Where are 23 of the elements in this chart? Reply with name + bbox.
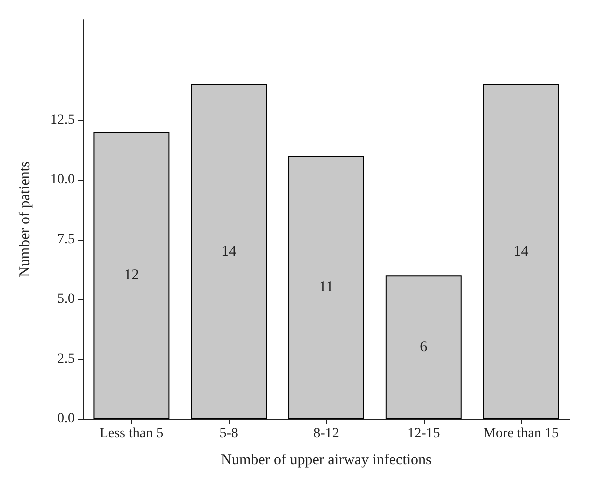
y-tick-label: 0.0 — [58, 412, 75, 426]
x-tick-label: More than 15 — [484, 426, 560, 442]
data-label: 12 — [124, 268, 140, 284]
bar — [94, 132, 170, 419]
x-tick-label: 5-8 — [220, 426, 238, 442]
bar — [386, 276, 462, 419]
bar — [191, 84, 268, 419]
bar — [483, 84, 560, 419]
y-tick-label: 7.5 — [58, 232, 75, 248]
data-label: 11 — [319, 280, 334, 296]
data-label: 14 — [222, 244, 238, 260]
data-label: 6 — [420, 339, 428, 356]
x-tick-label: 12-15 — [408, 426, 440, 442]
x-axis-title: Number of upper airway infections — [221, 452, 432, 468]
bar — [288, 156, 364, 419]
y-tick-label: 10.0 — [50, 172, 75, 188]
x-tick-label: 8-12 — [314, 426, 340, 442]
y-tick-label: 12.5 — [50, 112, 75, 128]
y-axis-title: Number of patients — [18, 161, 34, 278]
y-tick-label: 2.5 — [58, 352, 75, 367]
y-tick-label: 5.0 — [58, 292, 75, 308]
x-tick-label: Less than 5 — [100, 426, 164, 442]
data-label: 14 — [514, 244, 530, 260]
